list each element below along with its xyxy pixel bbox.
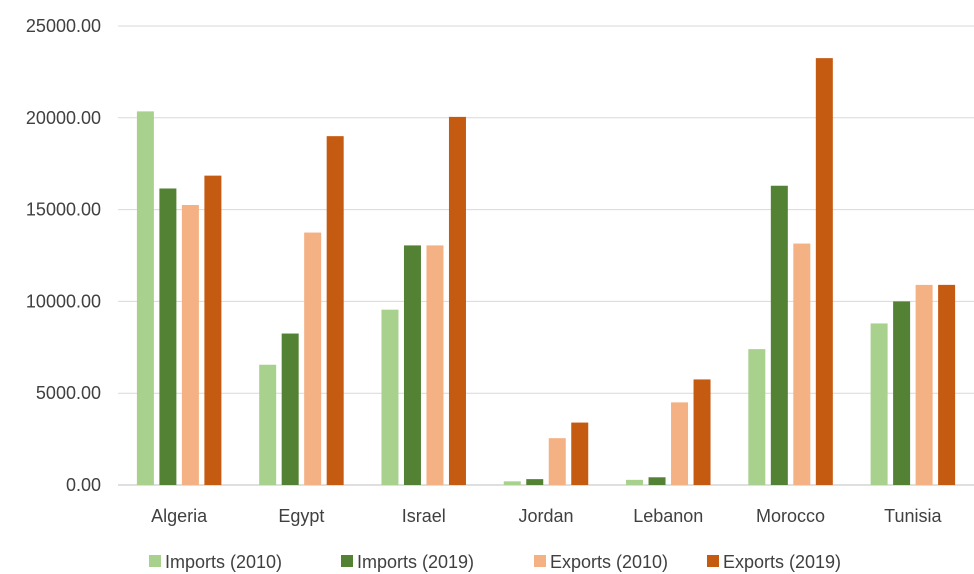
legend-label: Exports (2010) xyxy=(550,552,668,572)
bar-tunisia-3 xyxy=(915,284,933,485)
legend-item: Imports (2010) xyxy=(149,552,282,572)
bar-jordan-4 xyxy=(571,422,589,485)
bar-tunisia-1 xyxy=(870,323,888,485)
bar-lebanon-1 xyxy=(626,479,644,485)
x-tick-label: Morocco xyxy=(756,506,825,526)
legend-label: Exports (2019) xyxy=(723,552,841,572)
legend-swatch xyxy=(341,555,353,567)
bar-morocco-2 xyxy=(770,185,788,485)
y-tick-label: 20000.00 xyxy=(26,108,101,128)
bar-jordan-2 xyxy=(526,479,544,485)
bar-israel-2 xyxy=(403,245,421,485)
x-tick-label: Jordan xyxy=(518,506,573,526)
bar-lebanon-2 xyxy=(648,477,666,485)
y-tick-label: 10000.00 xyxy=(26,291,101,311)
x-tick-label: Tunisia xyxy=(884,506,942,526)
bar-jordan-3 xyxy=(548,438,566,485)
bar-israel-3 xyxy=(426,245,444,485)
legend-item: Imports (2019) xyxy=(341,552,474,572)
bar-algeria-2 xyxy=(159,188,177,485)
x-tick-label: Lebanon xyxy=(633,506,703,526)
bar-algeria-3 xyxy=(181,205,199,485)
legend-item: Exports (2010) xyxy=(534,552,668,572)
bar-egypt-1 xyxy=(259,364,277,485)
bar-algeria-1 xyxy=(136,111,154,486)
bar-tunisia-2 xyxy=(893,301,911,485)
x-tick-label: Egypt xyxy=(278,506,324,526)
gridlines xyxy=(118,25,974,486)
y-axis-tick-labels: 0.00 5000.00 10000.00 15000.00 20000.00 25000… xyxy=(26,16,101,495)
bar-morocco-3 xyxy=(793,243,811,485)
legend-swatch xyxy=(149,555,161,567)
bar-lebanon-3 xyxy=(671,402,689,485)
legend-label: Imports (2010) xyxy=(165,552,282,572)
bar-israel-4 xyxy=(448,116,466,485)
bar-algeria-4 xyxy=(204,175,222,485)
legend-swatch xyxy=(707,555,719,567)
legend-label: Imports (2019) xyxy=(357,552,474,572)
bar-lebanon-4 xyxy=(693,379,711,485)
bar-tunisia-4 xyxy=(938,284,956,485)
x-axis-tick-labels: Algeria Egypt Israel Jordan Lebanon Morocco Tu… xyxy=(151,506,942,526)
bar-morocco-4 xyxy=(815,58,833,485)
bar-egypt-3 xyxy=(304,232,322,485)
bar-jordan-1 xyxy=(503,481,521,485)
legend: Imports (2010) Imports (2019) Exports (201… xyxy=(149,552,841,572)
x-tick-label: Israel xyxy=(402,506,446,526)
bar-morocco-1 xyxy=(748,349,766,485)
x-tick-label: Algeria xyxy=(151,506,208,526)
bars xyxy=(136,58,956,486)
y-tick-label: 0.00 xyxy=(66,475,101,495)
bar-egypt-2 xyxy=(281,333,299,485)
bar-israel-1 xyxy=(381,309,399,485)
y-tick-label: 15000.00 xyxy=(26,200,101,220)
y-tick-label: 5000.00 xyxy=(36,383,101,403)
legend-item: Exports (2019) xyxy=(707,552,841,572)
bar-egypt-4 xyxy=(326,136,344,485)
legend-swatch xyxy=(534,555,546,567)
y-tick-label: 25000.00 xyxy=(26,16,101,36)
